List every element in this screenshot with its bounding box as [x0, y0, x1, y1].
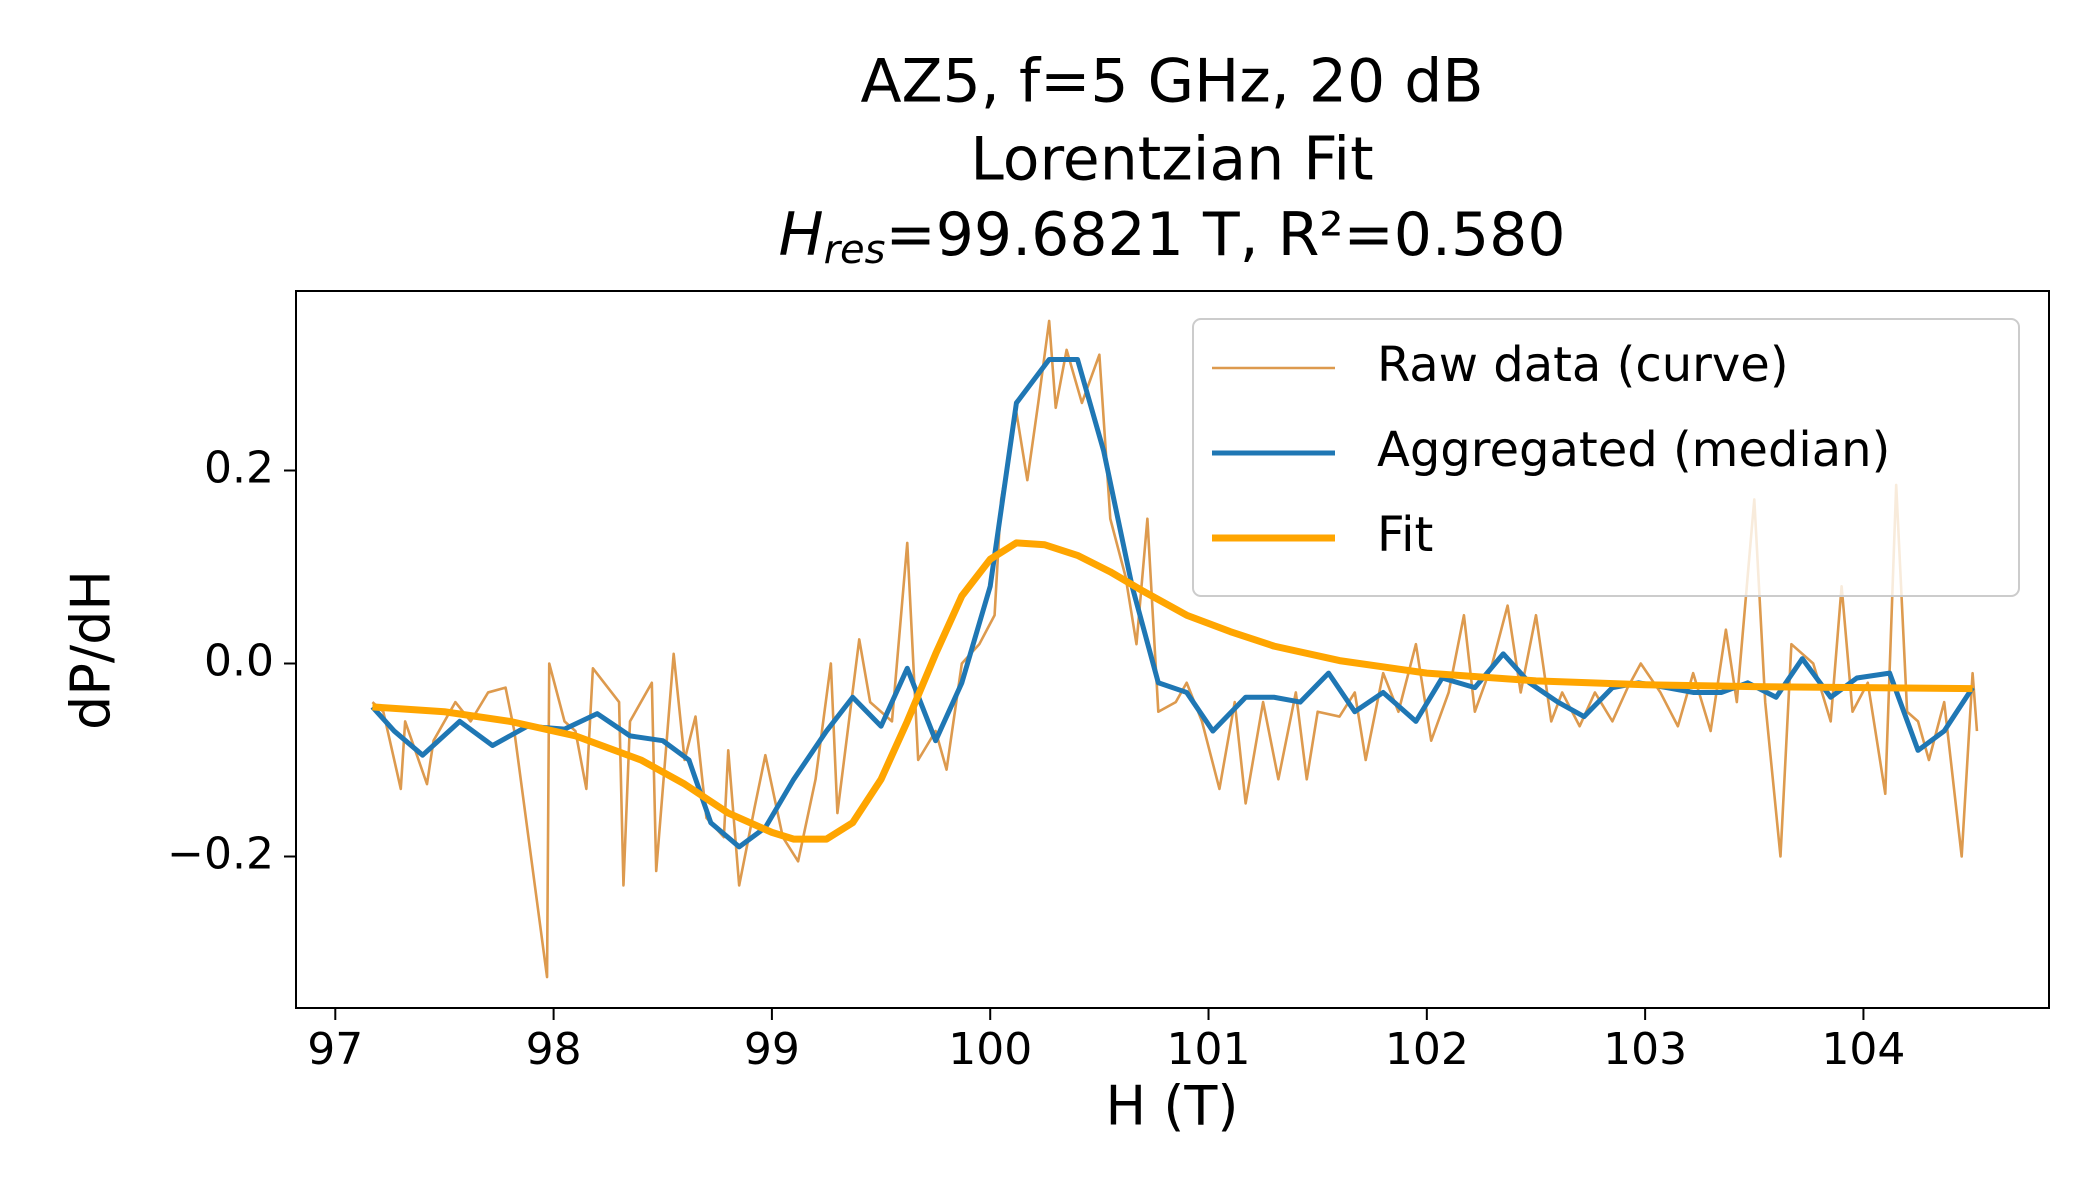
y-tick-label: −0.2 [167, 828, 274, 879]
x-tick-label: 99 [744, 1024, 800, 1075]
x-tick-label: 98 [526, 1024, 582, 1075]
y-axis-label: dP/dH [60, 570, 123, 730]
chart-title: AZ5, f=5 GHz, 20 dB [860, 47, 1483, 117]
series-line [370, 357, 1975, 850]
series-line [372, 539, 1973, 843]
y-tick-label: 0.0 [204, 635, 274, 686]
x-tick-label: 97 [307, 1024, 363, 1075]
y-tick-label: 0.2 [204, 442, 274, 493]
x-tick-label: 102 [1385, 1024, 1469, 1075]
legend-box [1192, 318, 2020, 597]
x-tick-label: 103 [1603, 1024, 1687, 1075]
x-tick-label: 100 [948, 1024, 1032, 1075]
legend-label: Fit [1377, 507, 1433, 563]
plot-area [370, 319, 1979, 979]
legend: Raw data (curve) Aggregated (median) Fit [1192, 318, 2020, 597]
plot-frame [295, 290, 2050, 1009]
title-text: =99.6821 T, R²=0.580 [885, 200, 1565, 270]
chart-title: Lorentzian Fit [970, 125, 1373, 195]
title-subscript: res [824, 227, 886, 273]
x-axis-label: H (T) [1106, 1075, 1239, 1138]
series-line [371, 319, 1979, 979]
chart-title: Hres=99.6821 T, R²=0.580 [778, 200, 1565, 273]
title-symbol: H [778, 200, 823, 270]
x-tick-label: 101 [1167, 1024, 1251, 1075]
legend-label: Aggregated (median) [1377, 422, 1890, 478]
legend-label: Raw data (curve) [1377, 337, 1789, 393]
x-tick-label: 104 [1821, 1024, 1905, 1075]
